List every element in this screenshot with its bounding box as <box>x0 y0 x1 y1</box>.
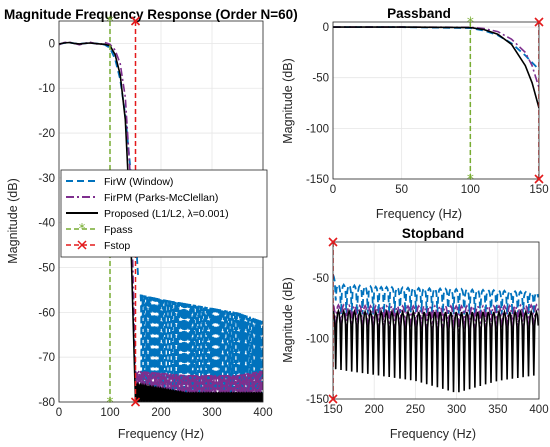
x-tick-label: 100 <box>100 407 119 419</box>
x-tick-label: 0 <box>330 184 336 196</box>
y-tick-label: -50 <box>38 263 55 275</box>
stopband-plot-area <box>333 242 539 399</box>
asterisk-marker-icon: * <box>79 222 86 237</box>
passband-fstop-marker <box>534 17 544 27</box>
main-series-firpm-stopband <box>134 370 263 402</box>
x-tick-label: 300 <box>447 404 466 416</box>
stopband-fstop-marker <box>328 237 338 247</box>
main-fpass-marker: * <box>107 14 114 30</box>
legend-entry-fpass: * Fpass <box>66 222 133 237</box>
passband-fpass-marker: * <box>467 15 474 31</box>
y-tick-label: -40 <box>38 218 55 230</box>
main-plot-area <box>59 21 263 402</box>
x-tick-label: 150 <box>323 404 342 416</box>
stopband-tick-labels: 150 200 250 300 350 400 -50 -100 -150 <box>306 273 549 416</box>
x-tick-label: 200 <box>151 407 170 419</box>
main-x-axis-label: Frequency (Hz) <box>118 427 204 441</box>
y-tick-label: -10 <box>38 83 55 95</box>
legend-entry-firpm: FirPM (Parks-McClellan) <box>66 192 218 204</box>
legend: FirW (Window) FirPM (Parks-McClellan) Pr… <box>60 169 268 258</box>
main-series-proposed-stopband <box>134 381 263 402</box>
x-tick-label: 50 <box>395 184 408 196</box>
x-tick-label: 100 <box>461 184 480 196</box>
stopband-title: Stopband <box>402 226 464 241</box>
x-tick-label: 300 <box>202 407 221 419</box>
y-tick-label: -60 <box>38 307 55 319</box>
y-tick-label: -50 <box>312 73 329 85</box>
stopband-axes: 150 200 250 300 350 400 -50 -100 -150 Stopband F… <box>281 226 549 441</box>
legend-entry-fstop: Fstop <box>66 240 130 252</box>
x-tick-label: 200 <box>365 404 384 416</box>
ax-pass-background <box>333 22 539 179</box>
legend-label-proposed: Proposed (L1/L2, λ=0.001) <box>104 208 229 220</box>
passband-title: Passband <box>387 6 451 21</box>
passband-series-proposed <box>333 26 539 109</box>
legend-entry-firw: FirW (Window) <box>66 176 173 188</box>
legend-label-firpm: FirPM (Parks-McClellan) <box>104 192 218 204</box>
stopband-axes-frame <box>332 241 540 400</box>
y-tick-label: -100 <box>306 123 329 135</box>
stopband-series-proposed <box>333 308 539 393</box>
y-tick-label: -100 <box>306 334 329 346</box>
legend-entry-proposed: Proposed (L1/L2, λ=0.001) <box>66 208 229 220</box>
y-tick-label: -30 <box>38 173 55 185</box>
x-tick-label: 400 <box>253 407 272 419</box>
main-fstop-marker <box>130 16 141 26</box>
legend-label-fpass: Fpass <box>104 224 133 236</box>
passband-y-axis-label: Magnitude (dB) <box>281 58 295 143</box>
x-tick-label: 0 <box>56 407 62 419</box>
y-tick-label: -80 <box>38 397 55 409</box>
main-fpass-marker: * <box>107 395 114 411</box>
stopband-fstop-marker <box>328 394 338 404</box>
stopband-x-axis-label: Frequency (Hz) <box>390 427 476 441</box>
x-marker-icon <box>77 240 87 250</box>
legend-label-firw: FirW (Window) <box>104 176 173 188</box>
x-tick-label: 250 <box>406 404 425 416</box>
y-tick-label: -70 <box>38 352 55 364</box>
passband-plot-area <box>333 22 539 179</box>
main-title: Magnitude Frequency Response (Order N=60… <box>4 7 298 22</box>
passband-grid <box>332 22 540 180</box>
stopband-y-axis-label: Magnitude (dB) <box>281 277 295 362</box>
main-fstop-marker <box>130 397 141 407</box>
main-tick-labels: 0 100 200 300 400 0 -10 -20 -30 -40 -50 -60 -70 -80 <box>38 38 272 419</box>
passband-axes: 0 50 100 150 0 -50 -100 -150 Passband Frequency… <box>281 6 549 221</box>
y-tick-label: -150 <box>306 394 329 406</box>
passband-fpass-marker: * <box>467 172 474 188</box>
x-tick-label: 150 <box>529 184 548 196</box>
passband-x-axis-label: Frequency (Hz) <box>376 207 462 221</box>
y-tick-label: -50 <box>312 273 329 285</box>
main-series-proposed-passband <box>59 41 137 402</box>
y-tick-label: -20 <box>38 128 55 140</box>
passband-fstop-marker <box>534 174 544 184</box>
y-tick-label: -150 <box>306 174 329 186</box>
main-y-axis-label: Magnitude (dB) <box>6 178 20 263</box>
x-tick-label: 350 <box>488 404 507 416</box>
y-tick-label: 0 <box>323 22 329 34</box>
passband-tick-labels: 0 50 100 150 0 -50 -100 -150 <box>306 22 549 196</box>
legend-label-fstop: Fstop <box>104 240 130 252</box>
passband-axes-frame <box>332 21 540 180</box>
stopband-series-firw <box>333 274 539 315</box>
y-tick-label: 0 <box>49 38 55 50</box>
x-tick-label: 400 <box>529 404 548 416</box>
